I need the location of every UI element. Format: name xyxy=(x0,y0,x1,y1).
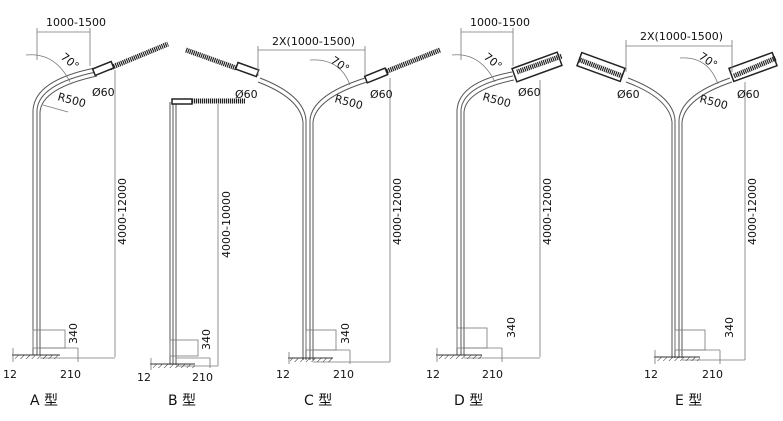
pole-type-b: 4000-10000 340 12 210 B 型 xyxy=(137,98,245,409)
diameter-left-label: Ø60 xyxy=(617,88,640,101)
type-caption: E 型 xyxy=(675,393,702,409)
base-height-label: 340 xyxy=(723,317,736,338)
base-height-label: 340 xyxy=(200,329,213,350)
height-label: 4000-12000 xyxy=(391,178,404,245)
height-label: 4000-12000 xyxy=(541,178,554,245)
radius-label: R500 xyxy=(56,90,87,110)
height-label: 4000-10000 xyxy=(220,191,233,258)
base-thickness-label: 12 xyxy=(3,368,17,381)
base-thickness-label: 12 xyxy=(426,368,440,381)
pole-type-e: 2X(1000-1500) 70° R500 Ø60 Ø60 4000-1200… xyxy=(576,30,778,409)
angle-label: 70° xyxy=(696,50,719,72)
base-width-label: 210 xyxy=(333,368,354,381)
arm-length-label: 2X(1000-1500) xyxy=(272,35,355,48)
type-caption: C 型 xyxy=(304,393,332,409)
arm-length-label: 1000-1500 xyxy=(46,16,106,29)
arm-length-label: 1000-1500 xyxy=(470,16,530,29)
angle-label: 70° xyxy=(328,54,351,76)
base-width-label: 210 xyxy=(60,368,81,381)
height-label: 4000-12000 xyxy=(746,178,759,245)
type-caption: A 型 xyxy=(30,393,58,409)
base-height-label: 340 xyxy=(67,323,80,344)
diameter-left-label: Ø60 xyxy=(235,88,258,101)
base-thickness-label: 12 xyxy=(137,371,151,384)
pole-type-d: 1000-1500 70° R500 Ø60 4000-12000 340 12… xyxy=(426,16,563,409)
base-width-label: 210 xyxy=(702,368,723,381)
diameter-right-label: Ø60 xyxy=(737,88,760,101)
diameter-label: Ø60 xyxy=(518,86,541,99)
base-width-label: 210 xyxy=(482,368,503,381)
radius-label: R500 xyxy=(698,92,729,112)
base-height-label: 340 xyxy=(339,323,352,344)
diameter-right-label: Ø60 xyxy=(370,88,393,101)
base-width-label: 210 xyxy=(192,371,213,384)
radius-label: R500 xyxy=(481,90,512,110)
radius-label: R500 xyxy=(333,92,364,112)
arm-length-label: 2X(1000-1500) xyxy=(640,30,723,43)
diameter-label: Ø60 xyxy=(92,86,115,99)
type-caption: D 型 xyxy=(454,393,483,409)
height-label: 4000-12000 xyxy=(116,178,129,245)
angle-label: 70° xyxy=(481,50,504,72)
base-thickness-label: 12 xyxy=(644,368,658,381)
base-height-label: 340 xyxy=(505,317,518,338)
type-caption: B 型 xyxy=(168,393,196,409)
base-thickness-label: 12 xyxy=(276,368,290,381)
pole-type-a: 1000-1500 70° R500 Ø60 4000-12000 340 12… xyxy=(3,16,169,409)
